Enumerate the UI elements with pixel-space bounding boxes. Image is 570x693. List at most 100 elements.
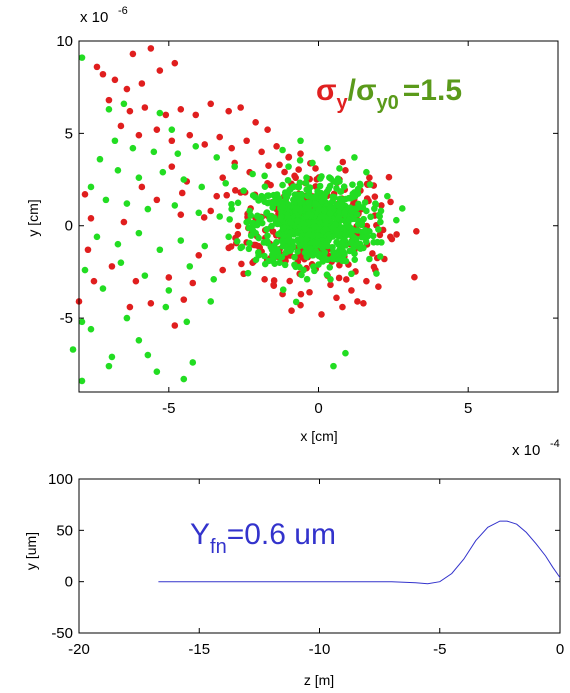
- green-point: [340, 183, 348, 191]
- green-point: [339, 255, 347, 263]
- green-point: [99, 285, 107, 292]
- green-point: [96, 155, 104, 163]
- green-point: [156, 109, 164, 117]
- green-point: [135, 174, 143, 182]
- red-point: [117, 122, 125, 130]
- green-point: [363, 168, 370, 176]
- red-point: [153, 126, 161, 133]
- sigma-symbol: σ: [316, 74, 337, 107]
- red-point: [232, 187, 239, 194]
- red-point: [376, 231, 384, 239]
- green-point: [249, 170, 256, 178]
- green-point: [279, 146, 286, 154]
- red-point: [108, 263, 116, 270]
- green-point: [135, 336, 143, 344]
- green-point: [177, 237, 185, 244]
- green-point: [372, 201, 380, 208]
- green-point: [168, 126, 176, 133]
- green-point: [398, 205, 406, 212]
- red-point: [270, 277, 278, 284]
- red-point: [192, 111, 200, 119]
- yfn-subscript: fn: [210, 536, 227, 558]
- green-point: [327, 276, 334, 283]
- green-point: [263, 237, 271, 245]
- green-point: [315, 205, 323, 213]
- green-point: [261, 183, 269, 190]
- green-point: [358, 221, 365, 229]
- y-tick-label: 5: [65, 125, 73, 142]
- red-point: [411, 273, 418, 281]
- green-point: [284, 176, 292, 184]
- green-point: [261, 252, 268, 260]
- green-point: [265, 257, 272, 265]
- green-point: [245, 245, 253, 253]
- green-point: [162, 303, 170, 311]
- red-point: [375, 283, 382, 291]
- green-point: [277, 213, 285, 220]
- red-point: [156, 67, 164, 74]
- red-point: [207, 207, 215, 215]
- green-point: [321, 207, 328, 214]
- green-point: [267, 212, 275, 220]
- line-y-label: y [um]: [23, 532, 39, 570]
- sigma-slash: /: [348, 74, 357, 107]
- green-point: [369, 232, 377, 240]
- green-point: [201, 242, 209, 250]
- green-point: [375, 226, 382, 233]
- green-point: [228, 205, 235, 213]
- green-point: [180, 176, 188, 183]
- green-point: [302, 179, 310, 187]
- green-point: [213, 154, 221, 161]
- green-point: [305, 199, 312, 206]
- green-point: [342, 349, 349, 357]
- green-point: [285, 163, 292, 170]
- green-point: [341, 209, 348, 216]
- red-point: [366, 174, 373, 182]
- green-point: [303, 174, 310, 182]
- green-point: [207, 298, 215, 305]
- green-point: [81, 266, 89, 274]
- green-point: [324, 144, 331, 152]
- red-point: [237, 104, 244, 111]
- green-point: [129, 144, 137, 152]
- green-point: [362, 238, 370, 246]
- y-tick-label: 10: [56, 33, 73, 50]
- green-point: [287, 219, 294, 227]
- scatter-y-label: y [cm]: [25, 199, 41, 236]
- green-point: [174, 150, 182, 157]
- y-tick-label: 100: [48, 471, 73, 488]
- green-point: [339, 201, 347, 208]
- green-point: [311, 223, 319, 231]
- green-point: [335, 214, 343, 222]
- red-point: [171, 59, 179, 67]
- sigma-subscript-y: y: [337, 92, 349, 114]
- red-point: [105, 96, 113, 104]
- red-point: [168, 163, 176, 170]
- green-point: [305, 211, 313, 218]
- scatter-points: [69, 45, 420, 385]
- green-point: [264, 232, 271, 239]
- red-point: [84, 246, 92, 254]
- green-point: [351, 154, 358, 161]
- green-point: [252, 256, 260, 264]
- red-point: [223, 191, 231, 199]
- green-point: [244, 269, 252, 277]
- red-point: [335, 274, 343, 282]
- red-point: [180, 296, 188, 303]
- red-point: [285, 153, 293, 161]
- green-point: [351, 256, 359, 263]
- green-point: [255, 234, 263, 242]
- green-point: [353, 211, 361, 218]
- green-point: [318, 173, 325, 180]
- x-tick-label: -10: [309, 641, 331, 658]
- green-point: [144, 351, 152, 359]
- green-point: [273, 199, 281, 207]
- green-point: [361, 199, 369, 206]
- green-point: [349, 181, 356, 188]
- green-point: [346, 247, 353, 255]
- red-point: [201, 141, 209, 148]
- red-point: [379, 226, 387, 234]
- yfn-annotation: Yfn=0.6 um: [190, 518, 336, 558]
- red-point: [360, 300, 367, 307]
